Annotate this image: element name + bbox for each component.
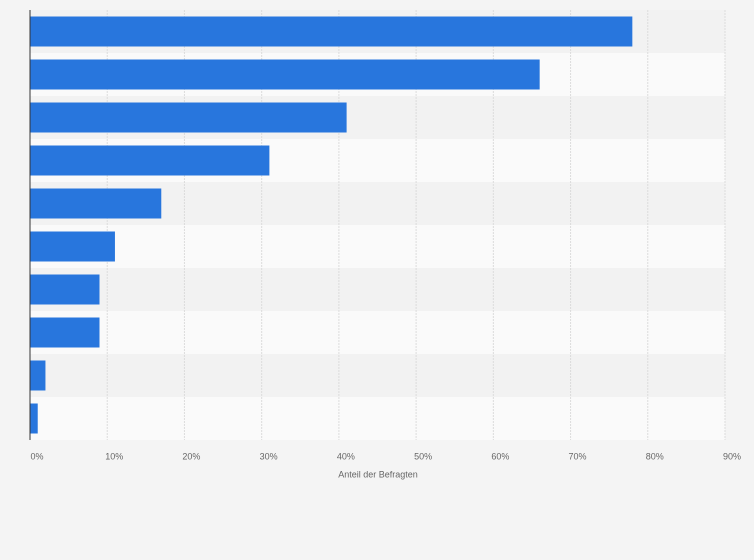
x-axis-title: Anteil der Befragten — [338, 469, 418, 479]
x-tick-label: 30% — [260, 451, 278, 461]
bar — [30, 145, 270, 176]
row-band — [30, 311, 725, 354]
bar — [30, 317, 100, 348]
x-tick-label: 60% — [491, 451, 509, 461]
x-tick-label: 70% — [569, 451, 587, 461]
row-band — [30, 268, 725, 311]
row-band — [30, 397, 725, 440]
bar — [30, 102, 347, 133]
bar — [30, 59, 540, 90]
x-tick-label: 50% — [414, 451, 432, 461]
row-band — [30, 354, 725, 397]
row-band — [30, 225, 725, 268]
bar — [30, 188, 162, 219]
bar — [30, 274, 100, 305]
x-tick-label: 0% — [30, 451, 43, 461]
x-tick-label: 90% — [723, 451, 741, 461]
x-tick-label: 20% — [182, 451, 200, 461]
x-tick-label: 40% — [337, 451, 355, 461]
bar — [30, 403, 38, 434]
bar — [30, 360, 46, 391]
bar — [30, 231, 115, 262]
x-tick-label: 80% — [646, 451, 664, 461]
x-tick-label: 10% — [105, 451, 123, 461]
bar — [30, 16, 633, 47]
